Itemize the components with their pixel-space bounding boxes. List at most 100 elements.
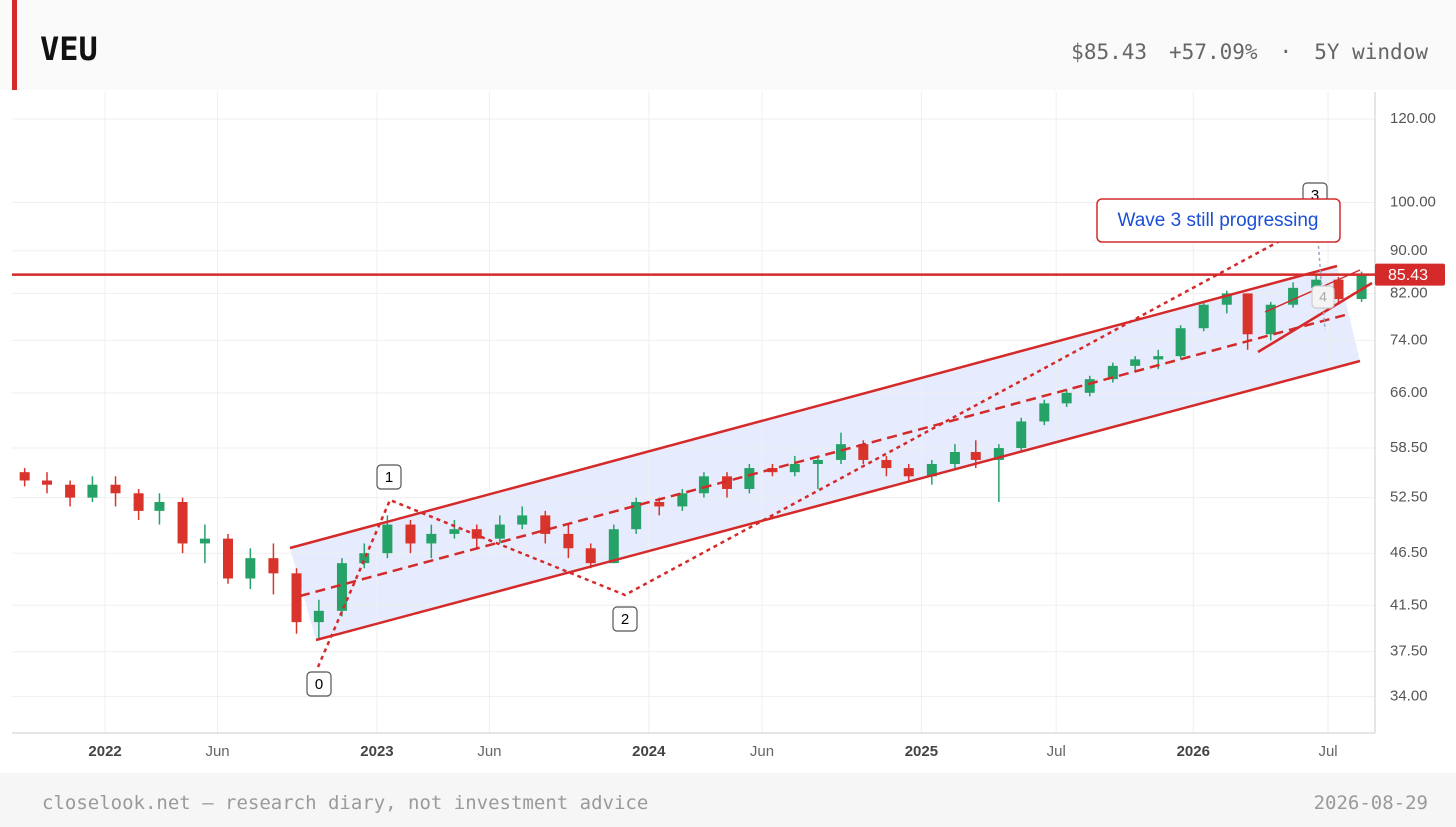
accent-bar bbox=[12, 0, 17, 90]
candle-body bbox=[949, 451, 960, 464]
channel-lower bbox=[315, 359, 1361, 642]
footer: closelook.net — research diary, not inve… bbox=[0, 773, 1456, 827]
candle-body bbox=[789, 463, 800, 473]
chart: 0 1 2 3 4 Wave 3 still progressing 34.00… bbox=[12, 92, 1445, 760]
candle-body bbox=[291, 573, 302, 623]
wave-box bbox=[306, 671, 332, 697]
candle-body bbox=[268, 558, 279, 574]
candle-body bbox=[563, 533, 574, 549]
channel-mid bbox=[299, 313, 1346, 598]
wave-labels: 0 1 2 3 4 bbox=[315, 187, 1327, 693]
candle-body bbox=[631, 501, 642, 530]
candle-body bbox=[313, 610, 324, 623]
y-tick-label: 120.00 bbox=[1390, 110, 1436, 127]
candle-body bbox=[1221, 293, 1232, 305]
candle-body bbox=[1333, 279, 1344, 300]
candle-body bbox=[177, 501, 188, 544]
candle-body bbox=[654, 501, 665, 507]
y-tick-label: 100.00 bbox=[1390, 194, 1436, 211]
candle-body bbox=[359, 553, 370, 564]
wave-path bbox=[316, 228, 1301, 668]
wave-label: 0 bbox=[315, 676, 323, 693]
annotations bbox=[289, 228, 1373, 668]
x-tick-label: 2022 bbox=[88, 743, 121, 760]
last-price-label: 85.43 bbox=[1388, 267, 1428, 284]
candle-body bbox=[65, 484, 76, 498]
candle-body bbox=[1242, 293, 1253, 335]
y-tick-label: 90.00 bbox=[1390, 242, 1428, 259]
callout-box bbox=[1096, 198, 1341, 243]
candle-body bbox=[540, 515, 551, 534]
wedge-lower bbox=[1257, 281, 1373, 354]
x-tick-label: 2023 bbox=[360, 743, 393, 760]
candle-body bbox=[585, 548, 596, 564]
x-tick-label: Jun bbox=[477, 743, 501, 760]
x-tick-label: 2025 bbox=[905, 743, 938, 760]
wave-label-boxes bbox=[306, 182, 1335, 697]
candle-body bbox=[1265, 304, 1276, 335]
candle-body bbox=[110, 484, 121, 494]
candle-body bbox=[222, 538, 233, 579]
y-tick-label: 37.50 bbox=[1390, 643, 1428, 660]
wave-label: 4 bbox=[1319, 289, 1327, 305]
candle-body bbox=[858, 444, 869, 460]
y-tick-label: 82.00 bbox=[1390, 284, 1428, 301]
candle-body bbox=[993, 448, 1004, 460]
price: $85.43 bbox=[1071, 40, 1148, 64]
candle-body bbox=[903, 468, 914, 477]
candle-body bbox=[1016, 421, 1027, 449]
y-tick-label: 74.00 bbox=[1390, 331, 1428, 348]
candle-body bbox=[881, 459, 892, 469]
y-tick-label: 52.50 bbox=[1390, 489, 1428, 506]
candle-body bbox=[19, 472, 30, 481]
wave-box bbox=[1311, 285, 1335, 309]
wave-box bbox=[376, 464, 402, 490]
candle-body bbox=[812, 459, 823, 464]
wave-box bbox=[612, 606, 638, 632]
candle-body bbox=[1198, 304, 1209, 329]
grid bbox=[12, 92, 1376, 734]
separator: · bbox=[1279, 40, 1293, 64]
y-tick-label: 34.00 bbox=[1390, 688, 1428, 705]
y-tick-label: 46.50 bbox=[1390, 544, 1428, 561]
candle-body bbox=[1061, 392, 1072, 404]
candle-body bbox=[1039, 403, 1050, 422]
footer-note: closelook.net — research diary, not inve… bbox=[42, 792, 649, 814]
candle-body bbox=[517, 515, 528, 525]
candle-body bbox=[382, 524, 393, 554]
candle-body bbox=[405, 524, 416, 544]
candle-body bbox=[1175, 328, 1186, 357]
window: 5Y window bbox=[1314, 40, 1428, 64]
y-tick-label: 58.50 bbox=[1390, 439, 1428, 456]
candle-body bbox=[199, 538, 210, 544]
footer-date: 2026-08-29 bbox=[1313, 792, 1428, 814]
x-tick-label: Jun bbox=[205, 743, 229, 760]
candle-body bbox=[677, 493, 688, 507]
wave-label: 3 bbox=[1311, 187, 1319, 204]
ticker: VEU bbox=[40, 30, 98, 68]
x-tick-label: Jul bbox=[1318, 743, 1337, 760]
candle-body bbox=[835, 444, 846, 460]
candle-body bbox=[970, 451, 981, 460]
candle-body bbox=[494, 524, 505, 539]
x-tick-label: 2026 bbox=[1177, 743, 1210, 760]
candle-body bbox=[42, 480, 53, 485]
callout: Wave 3 still progressing bbox=[1118, 210, 1319, 231]
candle-body bbox=[1356, 274, 1367, 300]
candle-body bbox=[154, 501, 165, 511]
candle-body bbox=[722, 476, 733, 489]
candle-body bbox=[87, 484, 98, 498]
candle-body bbox=[744, 468, 755, 489]
candle-body bbox=[133, 493, 144, 511]
y-tick-label: 41.50 bbox=[1390, 596, 1428, 613]
x-tick-label: 2024 bbox=[632, 743, 666, 760]
change: +57.09% bbox=[1169, 40, 1258, 64]
x-tick-label: Jun bbox=[750, 743, 774, 760]
candle-body bbox=[608, 529, 619, 564]
candle-body bbox=[449, 529, 460, 534]
wave-label: 1 bbox=[385, 469, 393, 486]
stats: $85.43 +57.09% · 5Y window bbox=[1049, 40, 1428, 64]
last-price-tag bbox=[1375, 263, 1445, 286]
candle-body bbox=[926, 463, 937, 477]
